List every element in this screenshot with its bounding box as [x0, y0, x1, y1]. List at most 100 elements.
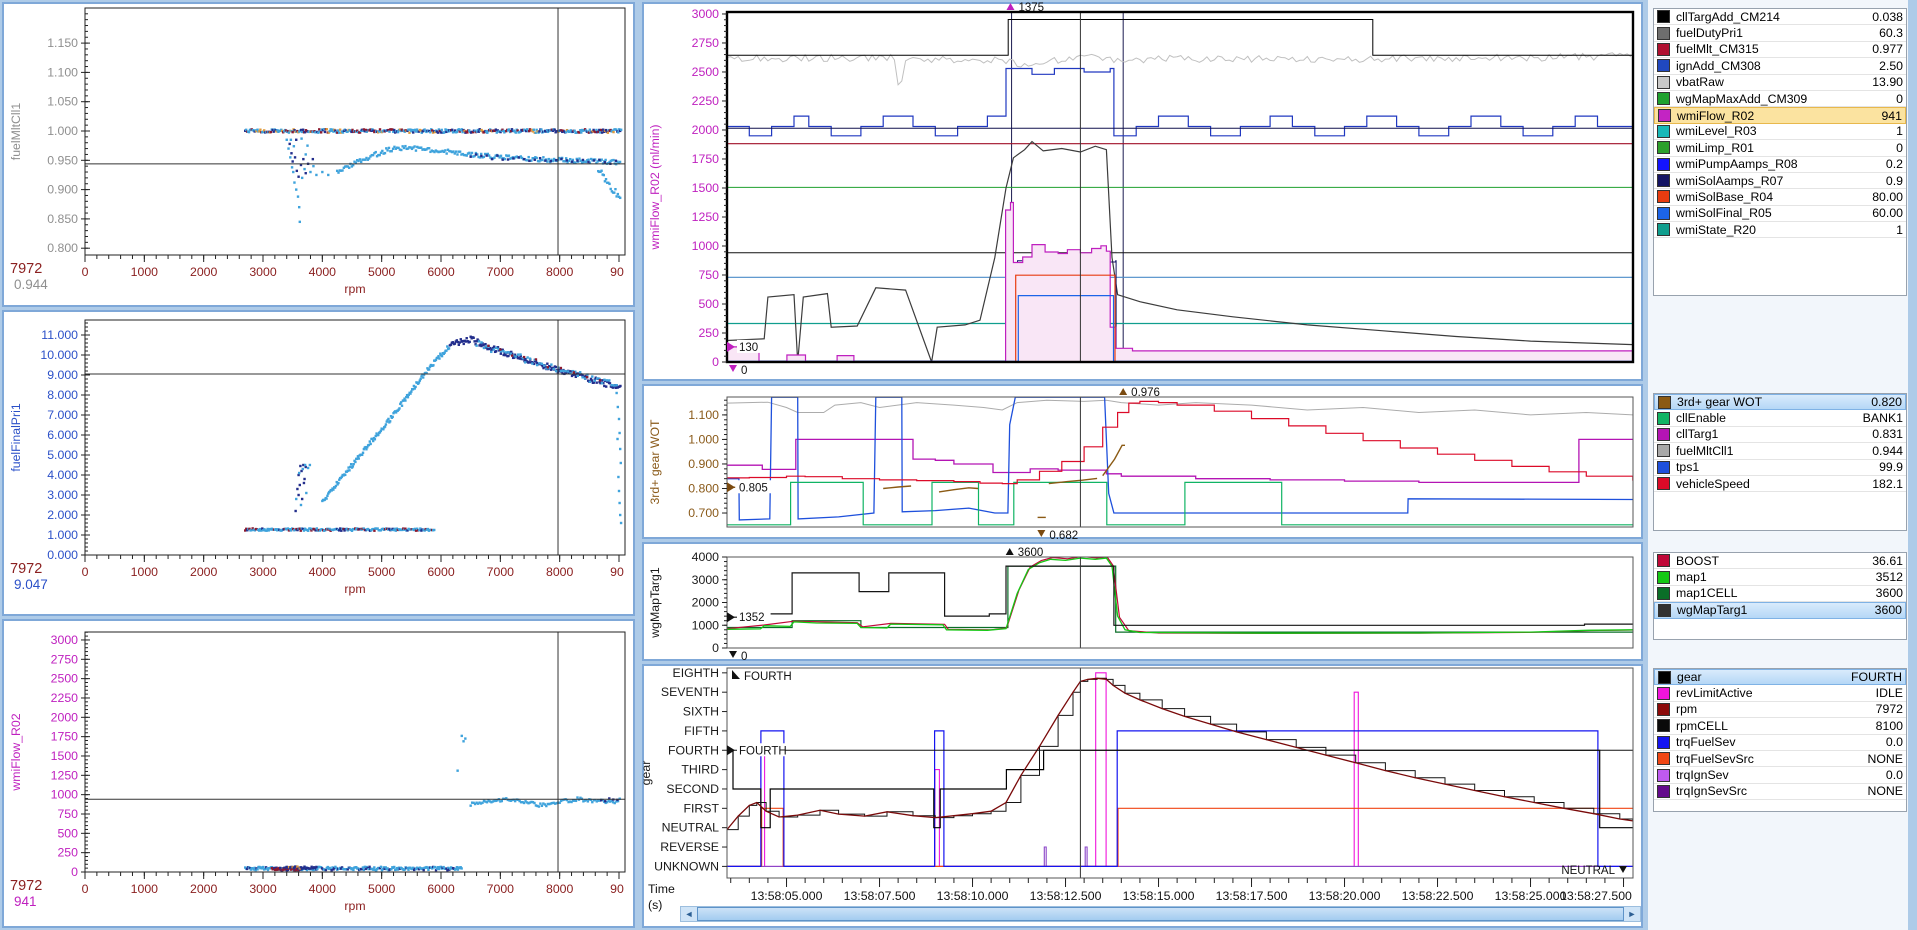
y-tick-label: 3000: [51, 633, 79, 647]
scrollbar-right-arrow-icon[interactable]: ►: [1624, 907, 1640, 921]
svg-text:NEUTRAL: NEUTRAL: [1561, 865, 1615, 877]
legend-row[interactable]: rpm 7972: [1654, 702, 1906, 719]
channel-name: fuelMltCll1: [1676, 443, 1734, 458]
legend-row[interactable]: revLimitActive IDLE: [1654, 685, 1906, 702]
y-tick-label: 750: [698, 268, 719, 282]
x-tick-label: 5000: [368, 565, 396, 579]
chart-panel-fuelfinal-vs-rpm[interactable]: [2, 310, 635, 616]
legend-row[interactable]: BOOST 36.61: [1654, 553, 1906, 570]
channel-name: trqFuelSev: [1676, 735, 1736, 750]
legend-row[interactable]: fuelDutyPri1 60.3: [1654, 25, 1906, 42]
channel-color-swatch: [1657, 42, 1670, 56]
legend-row[interactable]: wmiFlow_R02 941: [1654, 107, 1906, 124]
legend-row[interactable]: cllEnable BANK1: [1654, 410, 1906, 427]
legend-row[interactable]: map1CELL 3600: [1654, 586, 1906, 603]
x-tick-label: 0: [82, 265, 89, 279]
y-tick-label: 1.050: [47, 95, 78, 109]
y-tick-label: 500: [698, 297, 719, 311]
y-tick-label: FIRST: [683, 801, 719, 815]
x-tick-label: 2000: [190, 565, 218, 579]
legend-row[interactable]: wmiSolAamps_R07 0.9: [1654, 173, 1906, 190]
y-tick-label: 1750: [692, 152, 720, 166]
y-tick-label: 6.000: [47, 428, 78, 442]
legend-row[interactable]: wgMapMaxAdd_CM309 0: [1654, 91, 1906, 108]
x-axis-title: rpm: [344, 282, 365, 296]
x-tick-label: 1000: [131, 265, 159, 279]
chart-panel-fuelmlt-vs-rpm[interactable]: [2, 2, 635, 307]
channel-name: wmiSolAamps_R07: [1676, 173, 1784, 188]
y-tick-label: 2500: [51, 672, 79, 686]
y-tick-label: 3000: [692, 7, 720, 21]
channel-name: gear: [1677, 670, 1702, 685]
channel-value: 182.1: [1872, 476, 1903, 491]
time-scrollbar[interactable]: ◄ ►: [680, 906, 1641, 922]
svg-text:(s): (s): [648, 898, 662, 912]
scrollbar-left-arrow-icon[interactable]: ◄: [681, 907, 697, 921]
chart-panel-wgmaptarg-time[interactable]: [642, 542, 1643, 661]
left-chart-2: [81, 319, 626, 562]
legend-row[interactable]: gear FOURTH: [1654, 669, 1906, 686]
x-tick-label: 7000: [487, 882, 515, 896]
legend-row[interactable]: fuelMlt_CM315 0.977: [1654, 42, 1906, 59]
x-tick-label: 5000: [368, 265, 396, 279]
svg-text:0.682: 0.682: [1049, 530, 1078, 542]
legend-row[interactable]: wmiLevel_R03 1: [1654, 124, 1906, 141]
svg-text:1375: 1375: [1018, 2, 1044, 14]
chart-panel-gear-time[interactable]: [642, 664, 1643, 928]
legend-row[interactable]: trqFuelSev 0.0: [1654, 735, 1906, 751]
legend-row[interactable]: trqFuelSevSrc NONE: [1654, 751, 1906, 768]
channel-color-swatch: [1657, 157, 1670, 171]
y-tick-label: 1.100: [688, 408, 719, 422]
legend-row[interactable]: ignAdd_CM308 2.50: [1654, 58, 1906, 75]
y-tick-label: 2000: [692, 123, 720, 137]
legend-row[interactable]: cllTargAdd_CM214 0.038: [1654, 9, 1906, 26]
x-tick-label: 3000: [249, 882, 277, 896]
y-tick-label: EIGHTH: [673, 666, 719, 680]
legend-row[interactable]: wmiState_R20 1: [1654, 222, 1906, 239]
legend-row[interactable]: tps1 99.9: [1654, 460, 1906, 476]
cursor-rpm-value: 7972: [10, 878, 42, 894]
svg-text:0: 0: [741, 365, 747, 377]
legend-row[interactable]: map1 3512: [1654, 569, 1906, 586]
chart-panel-wmiflow-vs-rpm[interactable]: [2, 619, 635, 928]
legend-row[interactable]: cllTarg1 0.831: [1654, 427, 1906, 444]
channel-name: map1CELL: [1676, 586, 1738, 601]
chart-panel-wmiflow-time[interactable]: [642, 2, 1643, 381]
legend-row[interactable]: vehicleSpeed 182.1: [1654, 476, 1906, 493]
channel-name: BOOST: [1676, 553, 1720, 568]
y-tick-label: 2000: [51, 710, 79, 724]
channel-color-swatch: [1657, 427, 1670, 441]
time-tick-label: 13:58:07.500: [844, 889, 916, 903]
y-tick-label: 1250: [51, 768, 79, 782]
x-tick-label: 7000: [487, 565, 515, 579]
legend-row[interactable]: wmiLimp_R01 0: [1654, 140, 1906, 157]
legend-row[interactable]: wmiPumpAamps_R08 0.2: [1654, 157, 1906, 173]
channel-value: 941: [1881, 108, 1902, 123]
legend-row[interactable]: rpmCELL 8100: [1654, 718, 1906, 735]
y-tick-label: 0.800: [688, 481, 719, 495]
legend-row[interactable]: trqIgnSev 0.0: [1654, 767, 1906, 784]
y-axis-title: fuelFinalPri1: [9, 403, 23, 472]
channel-color-swatch: [1657, 141, 1670, 155]
y-tick-label: 1000: [51, 788, 79, 802]
x-tick-label: 90: [610, 882, 624, 896]
legend-row[interactable]: wgMapTarg1 3600: [1654, 602, 1906, 619]
legend-row[interactable]: vbatRaw 13.90: [1654, 75, 1906, 91]
channel-value: 3600: [1874, 603, 1902, 618]
legend-row[interactable]: 3rd+ gear WOT 0.820: [1654, 394, 1906, 411]
scrollbar-thumb[interactable]: [697, 907, 1624, 921]
x-tick-label: 4000: [309, 882, 337, 896]
y-axis-title: 3rd+ gear WOT: [648, 419, 662, 505]
y-tick-label: 2.000: [47, 508, 78, 522]
legend-row[interactable]: fuelMltCll1 0.944: [1654, 443, 1906, 460]
channel-value: 0.9: [1885, 173, 1903, 188]
legend-row[interactable]: wmiSolFinal_R05 60.00: [1654, 206, 1906, 223]
legend-row[interactable]: wmiSolBase_R04 80.00: [1654, 189, 1906, 206]
channel-name: trqFuelSevSrc: [1676, 751, 1754, 766]
y-tick-label: 8.000: [47, 388, 78, 402]
legend-row[interactable]: trqIgnSevSrc NONE: [1654, 784, 1906, 801]
x-tick-label: 0: [82, 565, 89, 579]
x-tick-label: 5000: [368, 882, 396, 896]
channel-name: rpmCELL: [1676, 718, 1728, 733]
left-chart-3: [81, 631, 626, 879]
